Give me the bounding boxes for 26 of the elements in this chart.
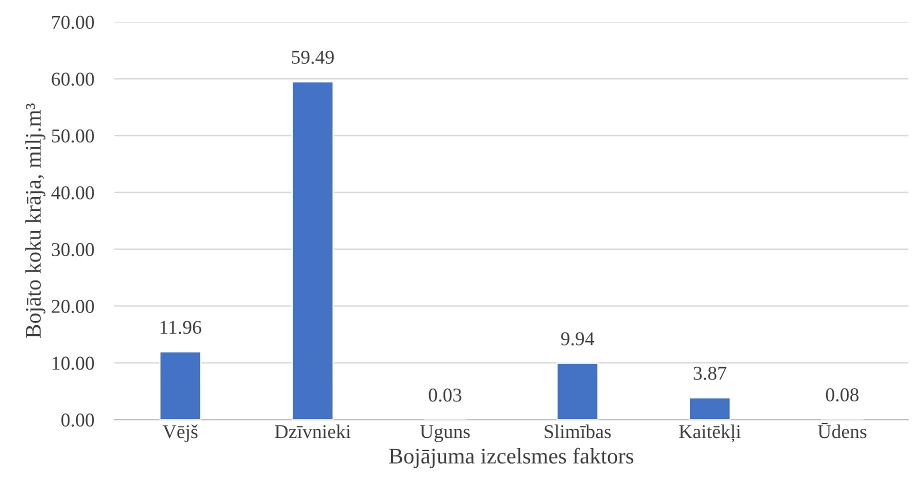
x-axis-title: Bojājuma izcelsmes faktors [389,448,634,468]
x-tick-label: Ūdens [818,423,866,438]
x-tick-label: Vējš [162,424,198,442]
y-tick-label: 60.00 [52,72,94,86]
y-tick-label: 20.00 [52,300,94,314]
data-label: 0.03 [428,388,462,402]
x-tick-label: Dzīvnieki [274,424,351,438]
data-label: 3.87 [694,366,726,380]
y-axis-title: Bojāto koku krāja, milj.m³ [25,103,46,338]
data-label: 9.94 [561,332,594,346]
y-tick-label: 40.00 [51,186,94,200]
y-tick-label: 70.00 [52,16,94,29]
y-tick-label: 50.00 [52,129,94,143]
data-label: 0.08 [826,388,859,402]
x-tick-label: Uguns [420,425,470,442]
bar [159,351,202,420]
data-label: 59.49 [292,50,334,64]
data-label: 11.96 [160,320,202,334]
y-tick-label: 0.00 [61,413,94,427]
y-tick-label: 30.00 [52,243,94,256]
x-tick-label: Slimības [544,424,611,438]
x-tick-label: Kaitēkļi [679,424,741,442]
y-tick-label: 10.00 [52,356,94,370]
bar [556,362,599,420]
bar [291,80,334,420]
bar [688,396,732,420]
